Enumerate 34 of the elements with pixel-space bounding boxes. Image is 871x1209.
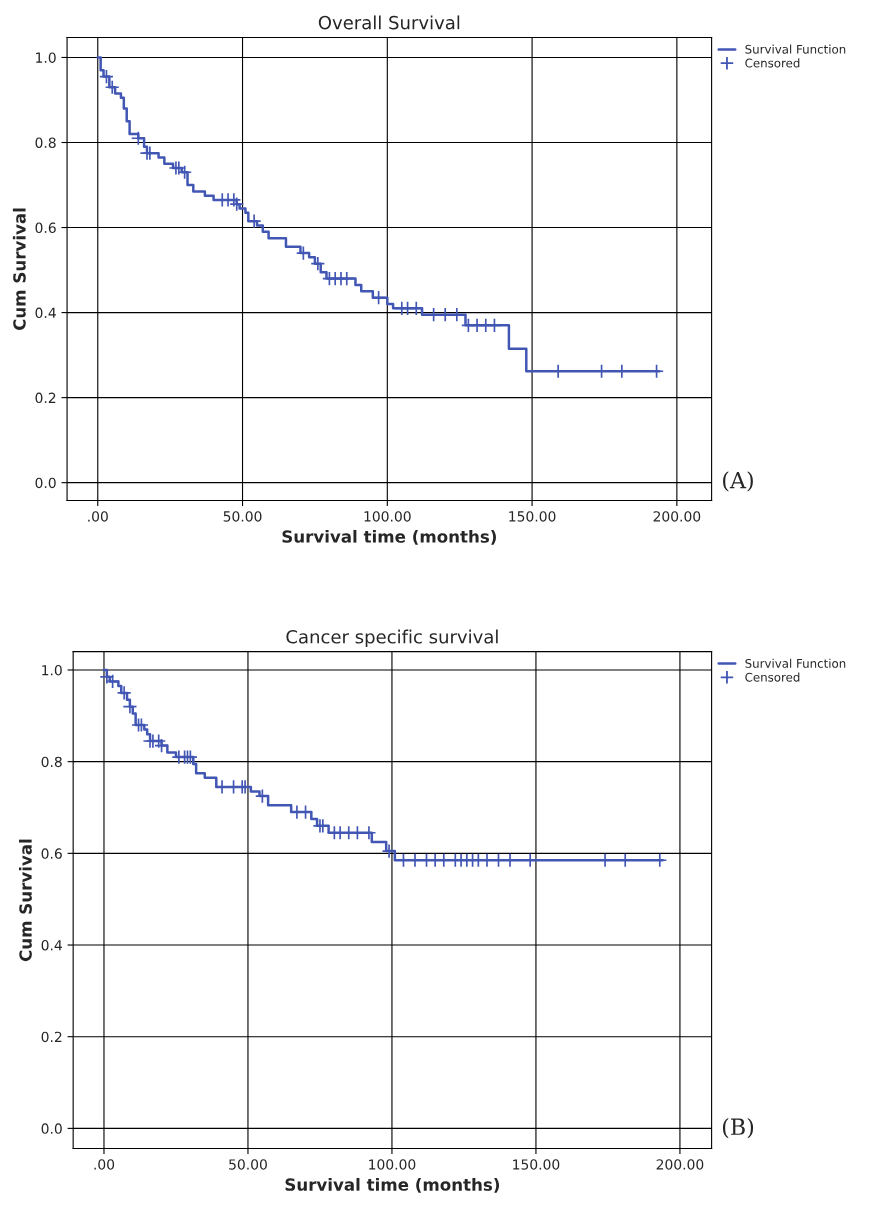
y-tick-label: 0.8 (35, 137, 56, 148)
y-tick-label: 0.0 (35, 477, 56, 489)
x-tick-label: 50.00 (229, 1159, 267, 1170)
y-tick-label: 0.2 (41, 1031, 62, 1043)
y-tick-label: 0.6 (35, 222, 56, 234)
y-tick-label: 1.0 (36, 52, 56, 63)
text: (A) (723, 471, 753, 492)
y-tick-label: 0.0 (41, 1123, 62, 1134)
x-tick-label: 200.00 (653, 511, 701, 522)
x-tick-label: 200.00 (656, 1159, 704, 1170)
y-tick-label: 0.4 (41, 939, 62, 951)
text: (B) (722, 1117, 754, 1139)
x-tick-label: 150.00 (513, 1159, 560, 1170)
x-axis-title: Survival time (months) (282, 529, 496, 545)
x-axis-title: Survival time (months) (285, 1177, 500, 1193)
chart-title: Overall Survival (318, 15, 460, 30)
legend-label: Survival Function (745, 44, 846, 54)
x-tick-label: 100.00 (369, 1159, 416, 1170)
chart-title: Cancer specific survival (286, 629, 498, 648)
legend-label: Censored (745, 58, 800, 68)
x-tick-label: .00 (94, 1159, 115, 1170)
legend-label: Survival Function (745, 658, 846, 668)
y-axis-title: Cum Survival (12, 208, 26, 331)
y-tick-label: 0.8 (41, 756, 62, 768)
x-tick-label: 150.00 (509, 511, 556, 522)
y-tick-label: 0.6 (41, 848, 62, 859)
y-tick-label: 0.4 (35, 307, 56, 319)
x-tick-label: .00 (88, 511, 108, 522)
y-tick-label: 1.0 (42, 664, 62, 676)
y-axis-title: Cum Survival (18, 839, 32, 962)
y-tick-label: 0.2 (35, 392, 56, 404)
x-tick-label: 100.00 (364, 511, 411, 522)
x-tick-label: 50.00 (223, 511, 262, 522)
legend-label: Censored (745, 672, 800, 682)
